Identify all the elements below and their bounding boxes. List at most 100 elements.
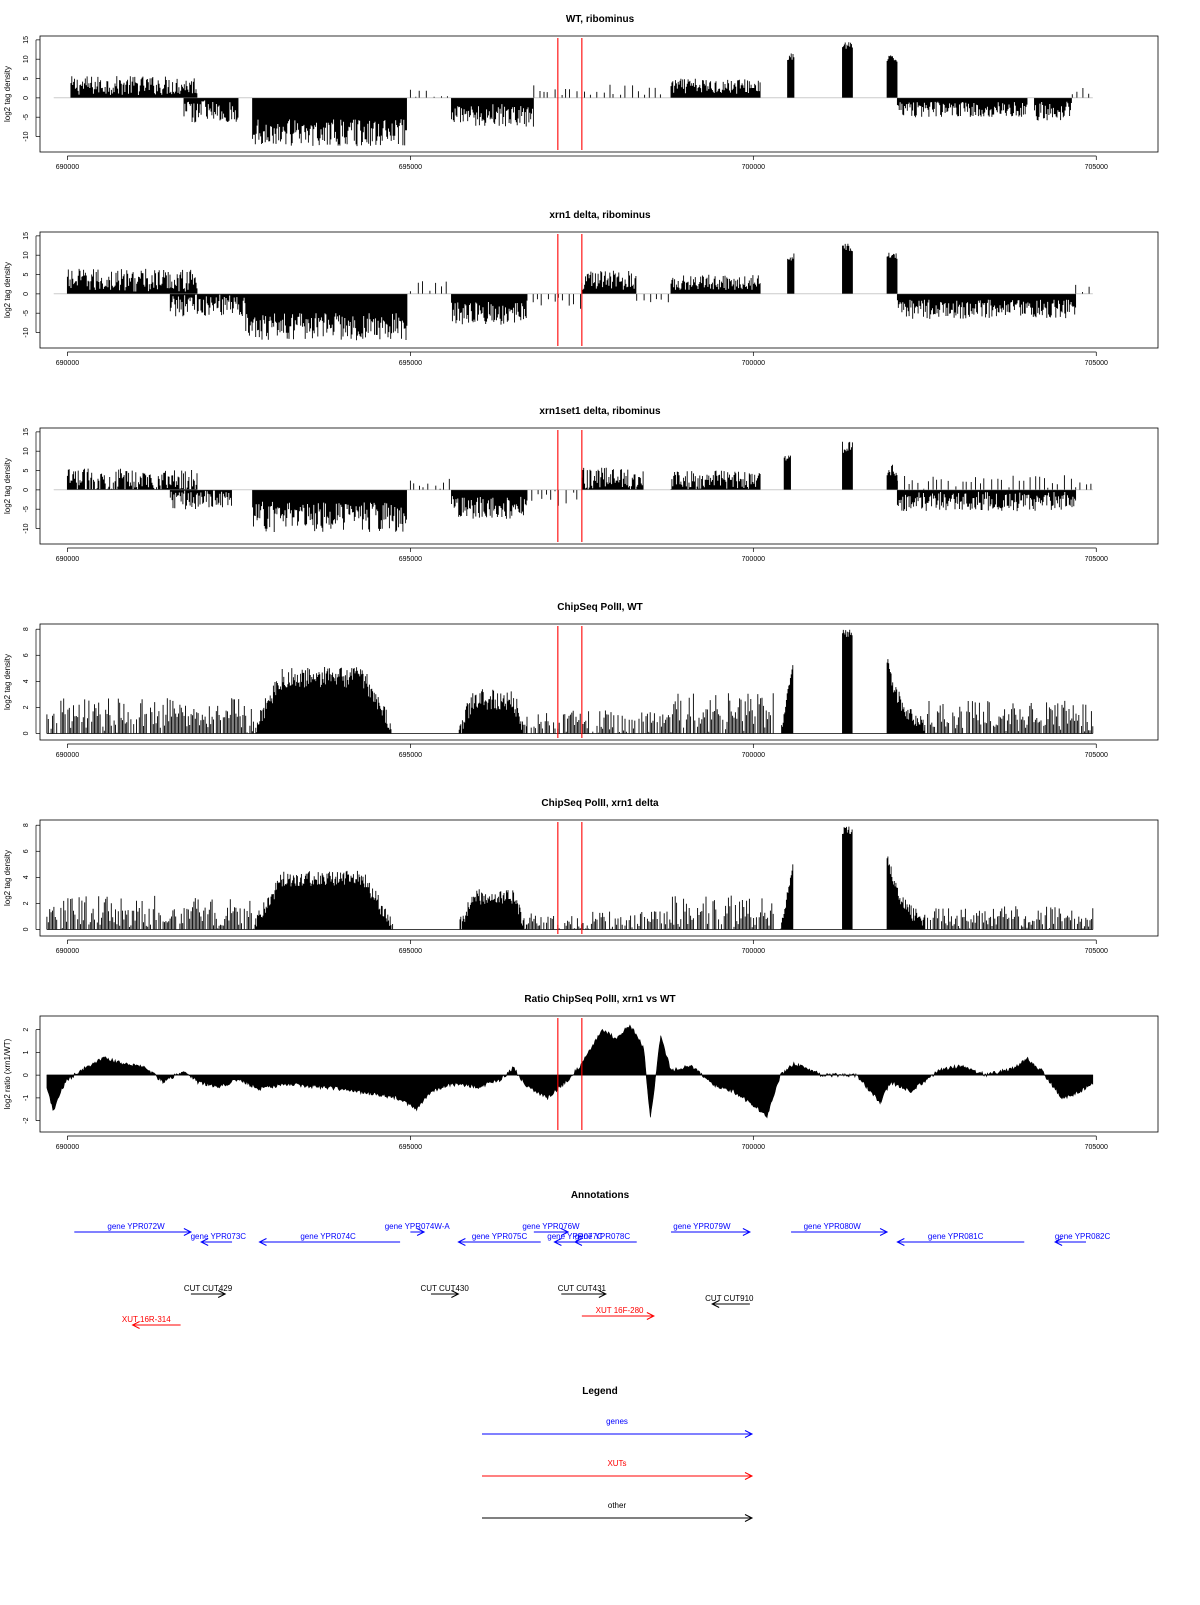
panel-title: Ratio ChipSeq PolII, xrn1 vs WT xyxy=(524,994,676,1005)
feature-label: CUT CUT430 xyxy=(421,1284,470,1293)
feature-label: gene YPR074C xyxy=(300,1232,356,1241)
x-tick-label: 705000 xyxy=(1085,752,1108,759)
legend-label: XUTs xyxy=(607,1459,626,1468)
legend-arrow xyxy=(482,1430,754,1438)
y-tick-label: 5 xyxy=(23,272,30,276)
coverage-bar-series xyxy=(70,42,1090,147)
y-tick-label: 6 xyxy=(23,849,30,853)
y-tick-label: 4 xyxy=(23,875,30,879)
panel-plot: -10 -5 0 5 10 15 log2 tag density 690000 695000 7… xyxy=(3,231,1159,367)
y-tick-label: -5 xyxy=(23,114,30,120)
x-tick-label: 690000 xyxy=(56,360,79,367)
plot-frame xyxy=(39,623,1159,741)
arrow-head-icon xyxy=(553,1238,562,1246)
legend-arrow xyxy=(482,1472,754,1480)
feature-arrow xyxy=(457,1238,541,1246)
y-tick-label: 1 xyxy=(23,1050,30,1054)
feature-label: XUT 16F-280 xyxy=(596,1306,644,1315)
y-tick-label: 0 xyxy=(23,96,30,100)
y-axis-label: log2 tag density xyxy=(3,458,12,514)
feature-arrow xyxy=(711,1300,750,1308)
y-tick-label: 15 xyxy=(23,36,30,44)
arrow-head-icon xyxy=(217,1290,227,1298)
feature-label: CUT CUT910 xyxy=(705,1294,754,1303)
arrow-head-icon xyxy=(258,1238,267,1246)
x-tick-label: 695000 xyxy=(399,360,422,367)
arrow-head-icon xyxy=(744,1472,754,1480)
y-tick-label: 5 xyxy=(23,468,30,472)
annotations-panel: Annotations gene YPR072W gene YPR073C gene… xyxy=(0,1176,1200,1372)
chip-density-bars xyxy=(46,629,1094,734)
arrow-head-icon xyxy=(646,1312,655,1320)
x-tick-label: 700000 xyxy=(742,1144,765,1151)
arrow-head-icon xyxy=(896,1238,905,1246)
panel-title: WT, ribominus xyxy=(565,14,635,25)
panel-plot: -2 -1 0 1 2 log2 ratio (xrn1/WT) 690000 695000 7… xyxy=(3,1015,1159,1151)
y-tick-label: -1 xyxy=(23,1095,30,1101)
x-tick-label: 690000 xyxy=(56,164,79,171)
y-tick-label: 10 xyxy=(23,447,30,455)
panel-chipseq-xrn1: ChipSeq PolII, xrn1 delta 0 2 4 6 8 log2 tag … xyxy=(0,784,1200,980)
panel-wt-ribominus: WT, ribominus -10 -5 0 5 10 15 log2 tag densit… xyxy=(0,0,1200,196)
plot-frame xyxy=(39,35,1159,153)
panel-title: ChipSeq PolII, xrn1 delta xyxy=(541,798,659,809)
x-tick-label: 695000 xyxy=(399,752,422,759)
x-tick-label: 700000 xyxy=(742,556,765,563)
panel-plot: 0 2 4 6 8 log2 tag density 690000 695000 700000 7… xyxy=(3,819,1159,955)
y-tick-label: 6 xyxy=(23,653,30,657)
y-tick-label: 5 xyxy=(23,76,30,80)
y-tick-label: 0 xyxy=(23,927,30,931)
chip-density-series xyxy=(46,629,1094,734)
x-tick-label: 705000 xyxy=(1085,556,1108,563)
arrow-head-icon xyxy=(1054,1238,1063,1246)
y-tick-label: -5 xyxy=(23,310,30,316)
feature-label: gene YPR074W-A xyxy=(385,1222,451,1231)
y-tick-label: 8 xyxy=(23,627,30,631)
panel-xrn1-ribominus: xrn1 delta, ribominus -10 -5 0 5 10 15 log2 ta… xyxy=(0,196,1200,392)
arrow-head-icon xyxy=(879,1228,889,1236)
y-tick-label: 0 xyxy=(23,488,30,492)
legend-arrow xyxy=(482,1514,754,1522)
arrow-head-icon xyxy=(573,1238,583,1246)
arrow-head-icon xyxy=(744,1430,754,1438)
feature-label: gene YPR080W xyxy=(804,1222,862,1231)
arrow-head-icon xyxy=(457,1238,466,1246)
arrow-head-icon xyxy=(598,1290,607,1298)
feature-arrow xyxy=(200,1238,233,1246)
feature-arrow xyxy=(410,1228,426,1236)
y-tick-label: -10 xyxy=(23,523,30,533)
panel-title: ChipSeq PolII, WT xyxy=(557,602,643,613)
feature-label: XUT 16R-314 xyxy=(122,1315,171,1324)
y-tick-label: -10 xyxy=(23,131,30,141)
panel-title: xrn1 delta, ribominus xyxy=(549,210,651,221)
feature-label: gene YPR076W xyxy=(522,1222,580,1231)
panel-chipseq-wt: ChipSeq PolII, WT 0 2 4 6 8 log2 tag density 6… xyxy=(0,588,1200,784)
feature-arrow xyxy=(1054,1238,1086,1246)
feature-arrow xyxy=(561,1290,607,1298)
feature-arrow xyxy=(573,1238,637,1246)
y-tick-label: 8 xyxy=(23,823,30,827)
feature-arrow xyxy=(258,1238,401,1246)
y-tick-label: -2 xyxy=(23,1117,30,1123)
x-tick-label: 700000 xyxy=(742,164,765,171)
y-axis-label: log2 tag density xyxy=(3,66,12,122)
x-tick-label: 690000 xyxy=(56,1144,79,1151)
x-tick-label: 705000 xyxy=(1085,948,1108,955)
chip-density-series xyxy=(46,826,1094,930)
arrow-head-icon xyxy=(742,1228,752,1236)
legend-title: Legend xyxy=(582,1386,618,1397)
y-tick-label: -5 xyxy=(23,506,30,512)
coverage-bars xyxy=(70,42,1090,147)
feature-arrow xyxy=(131,1321,181,1329)
legend-label: genes xyxy=(606,1417,628,1426)
arrow-head-icon xyxy=(131,1321,140,1329)
annotations-title: Annotations xyxy=(570,1190,630,1201)
annotations-track: gene YPR072W gene YPR073C gene YPR074C gene… xyxy=(74,1222,1110,1329)
panel-title: xrn1set1 delta, ribominus xyxy=(539,406,661,417)
feature-label: gene YPR072W xyxy=(107,1222,165,1231)
coverage-bars xyxy=(66,441,1092,532)
x-tick-label: 690000 xyxy=(56,752,79,759)
panel-plot: -10 -5 0 5 10 15 log2 tag density 690000 695000 7… xyxy=(3,35,1159,171)
feature-arrow xyxy=(430,1290,460,1298)
